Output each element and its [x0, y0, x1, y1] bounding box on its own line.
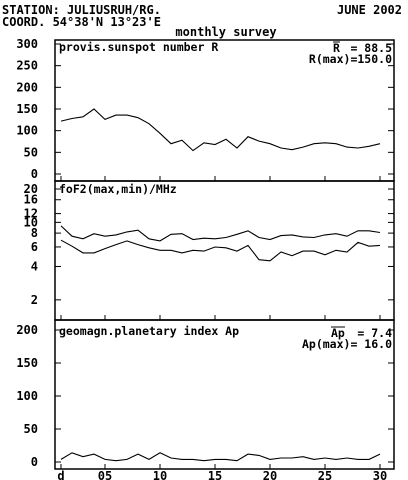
fof2-series-line-1 — [60, 239, 381, 262]
sunspot-ytick-label: 50 — [24, 145, 38, 159]
fof2-ytick-label: 6 — [31, 240, 38, 254]
ap-ytick-label: 50 — [24, 422, 38, 436]
panel-title-sunspot: provis.sunspot number R — [59, 40, 218, 54]
sunspot-ytick-label: 200 — [16, 80, 38, 94]
sunspot-mean-symbol: R — [333, 41, 340, 55]
survey-label: monthly survey — [175, 25, 276, 39]
fof2-ytick-label: 8 — [31, 226, 38, 240]
fof2-ytick-label: 20 — [24, 182, 38, 196]
sunspot-ytick-label: 0 — [31, 167, 38, 181]
chart-marks: 0501001502002503002468101216200501001502… — [16, 37, 394, 480]
panel-title-fof2: foF2(max,min)/MHz — [59, 182, 177, 196]
fof2-ytick-label: 4 — [31, 259, 38, 273]
ap-mean-symbol: Ap — [331, 326, 345, 340]
fof2-ytick-label: 10 — [24, 215, 38, 229]
panel-title-ap: geomagn.planetary index Ap — [59, 324, 239, 338]
ap-max-value: Ap(max)= 16.0 — [302, 337, 392, 351]
ap-ytick-label: 100 — [16, 389, 38, 403]
date-label: JUNE 2002 — [337, 3, 402, 17]
ap-ytick-label: 150 — [16, 356, 38, 370]
xtick-label: 15 — [208, 469, 222, 480]
ap-series-line-0 — [60, 452, 381, 462]
panel-frame-fof2 — [54, 180, 395, 321]
xtick-label: 05 — [98, 469, 112, 480]
sunspot-ytick-label: 300 — [16, 37, 38, 51]
sunspot-mean-value: = 88.5 — [350, 41, 392, 55]
ap-ytick-label: 200 — [16, 323, 38, 337]
fof2-ytick-label: 2 — [31, 293, 38, 307]
sunspot-series-line-0 — [60, 108, 381, 152]
xtick-label: 10 — [153, 469, 167, 480]
fof2-ytick-label: 16 — [24, 193, 38, 207]
sunspot-ytick-label: 100 — [16, 124, 38, 138]
xtick-label: 25 — [318, 469, 332, 480]
xtick-label: 20 — [263, 469, 277, 480]
sunspot-ytick-label: 150 — [16, 102, 38, 116]
sunspot-ytick-label: 250 — [16, 59, 38, 73]
coord-label: COORD. 54°38'N 13°23'E — [2, 15, 161, 29]
station-label: STATION: JULIUSRUH/RG. — [2, 3, 161, 17]
fof2-ytick-label: 12 — [24, 207, 38, 221]
xtick-label: 30 — [373, 469, 387, 480]
sunspot-max-value: R(max)=150.0 — [309, 52, 392, 66]
fof2-series-line-0 — [60, 225, 381, 242]
xtick-label: d — [57, 469, 64, 480]
ap-mean-value: = 7.4 — [357, 326, 392, 340]
ap-ytick-label: 0 — [31, 455, 38, 469]
panel-frame-ap — [54, 319, 395, 470]
